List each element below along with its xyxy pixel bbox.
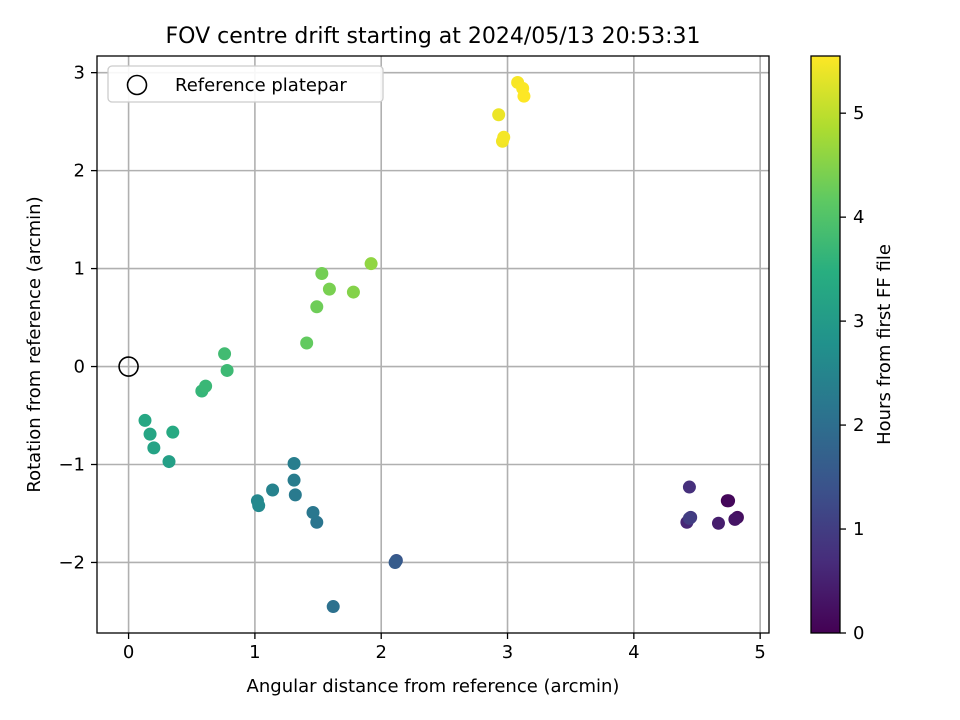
grid-lines <box>97 56 769 633</box>
scatter-point <box>218 347 232 361</box>
scatter-point <box>252 499 266 513</box>
legend-box <box>107 65 384 103</box>
scatter-point <box>315 266 329 280</box>
scatter-point <box>287 457 301 471</box>
scatter-point <box>728 512 742 526</box>
colorbar-tick-label: 5 <box>853 103 864 124</box>
scatter-point <box>287 473 301 487</box>
y-tick-label: 2 <box>74 161 85 182</box>
x-tick-label: 5 <box>754 642 765 663</box>
scatter-point <box>364 257 378 271</box>
x-axis-label: Angular distance from reference (arcmin) <box>247 676 620 697</box>
plot-area: 0 1 2 3 4 5 −2 −1 0 1 2 3 <box>58 55 770 663</box>
y-tick-label: −1 <box>58 455 85 476</box>
scatter-point <box>711 516 725 530</box>
y-tick-label: −2 <box>58 552 85 573</box>
scatter-point <box>326 600 340 614</box>
plot-frame <box>96 55 770 634</box>
colorbar: 0 1 2 3 4 5 Hours from first FF file <box>810 55 895 644</box>
x-tick-label: 4 <box>628 642 639 663</box>
x-tick-label: 3 <box>502 642 513 663</box>
x-tick-label: 2 <box>375 642 386 663</box>
scatter-point <box>346 285 360 299</box>
y-tick-label: 3 <box>74 63 85 84</box>
scatter-point <box>517 89 531 103</box>
scatter-point <box>492 108 506 122</box>
colorbar-tick-label: 4 <box>853 207 864 228</box>
colorbar-tick-label: 3 <box>853 311 864 332</box>
colorbar-tick-label: 1 <box>853 519 864 540</box>
scatter-point <box>199 379 213 393</box>
legend: Reference platepar <box>107 65 384 103</box>
scatter-point <box>266 483 280 497</box>
scatter-point <box>147 441 161 455</box>
scatter-point <box>162 455 176 469</box>
colorbar-frame <box>810 55 841 634</box>
scatter-point <box>497 130 511 144</box>
legend-label-reference: Reference platepar <box>175 75 347 96</box>
scatter-point <box>322 282 336 296</box>
scatter-points <box>138 75 744 614</box>
colorbar-label: Hours from first FF file <box>874 244 895 445</box>
y-axis-label: Rotation from reference (arcmin) <box>24 196 45 492</box>
x-tick-label: 1 <box>249 642 260 663</box>
colorbar-ticks: 0 1 2 3 4 5 <box>840 103 864 644</box>
scatter-point <box>682 511 696 525</box>
scatter-point <box>722 494 736 508</box>
scatter-point <box>388 555 402 569</box>
scatter-point <box>166 425 180 439</box>
y-tick-label: 1 <box>74 259 85 280</box>
reference-platepar-marker <box>118 356 139 377</box>
scatter-point <box>310 515 324 529</box>
x-tick-label: 0 <box>123 642 134 663</box>
scatter-point <box>300 336 314 350</box>
y-tick-label: 0 <box>74 357 85 378</box>
scatter-point <box>310 300 324 314</box>
colorbar-tick-label: 2 <box>853 415 864 436</box>
scatter-point <box>288 488 302 502</box>
scatter-point <box>306 506 320 520</box>
chart-title: FOV centre drift starting at 2024/05/13 … <box>166 24 701 49</box>
colorbar-tick-label: 0 <box>853 623 864 644</box>
colorbar-gradient <box>811 56 840 633</box>
scatter-point <box>143 427 157 441</box>
axis-ticks: 0 1 2 3 4 5 −2 −1 0 1 2 3 <box>58 63 765 663</box>
legend-marker-reference <box>126 74 148 96</box>
scatter-point <box>682 480 696 494</box>
scatter-point <box>220 363 234 377</box>
scatter-point <box>138 413 152 427</box>
